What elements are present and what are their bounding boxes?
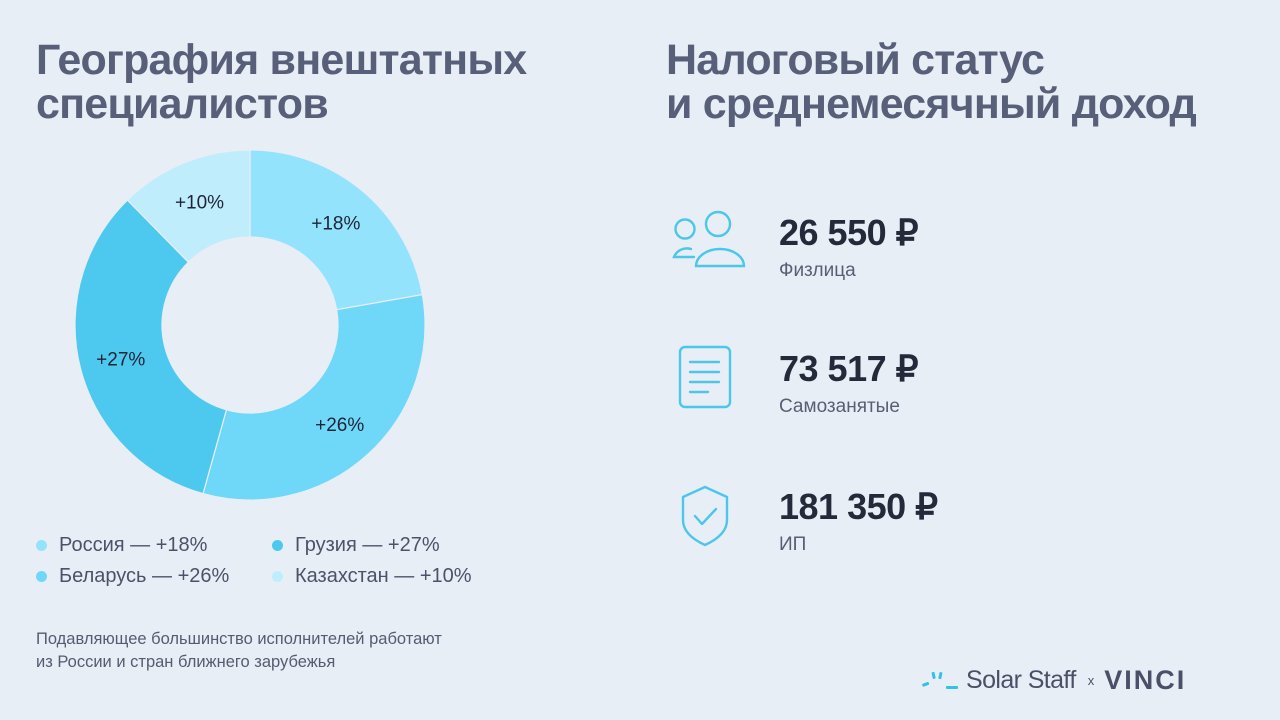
stat-individuals: 26 550 ₽ Физлица (664, 206, 1224, 296)
legend-item-georgia: Грузия — +27% (272, 534, 440, 557)
footnote-line1: Подавляющее большинство исполнителей раб… (36, 630, 442, 648)
shield-check-icon (681, 485, 729, 547)
legend-dot-russia (36, 540, 47, 551)
legend-label-kazakhstan: Казахстан — +10% (295, 565, 472, 587)
donut-slice-georgia (74, 199, 228, 495)
solar-staff-logo-icon (922, 671, 958, 689)
donut-slice-russia (249, 149, 424, 311)
donut-label-georgia: +27% (96, 349, 145, 370)
footnote-line2: из России и стран ближнего зарубежья (36, 653, 336, 671)
legend-label-georgia: Грузия — +27% (295, 534, 440, 556)
stat-value-self-employed: 73 517 ₽ (779, 348, 919, 389)
geography-donut-chart: +18% +26% +27% +10% (74, 149, 426, 501)
brand-footer: Solar Staff x VINCI (920, 664, 1186, 696)
legend-label-russia: Россия — +18% (59, 534, 208, 556)
geography-title: География внештатных специалистов (36, 38, 596, 126)
legend-dot-belarus (36, 571, 47, 582)
document-icon (678, 345, 732, 409)
legend-dot-georgia (272, 540, 283, 551)
legend-item-kazakhstan: Казахстан — +10% (272, 565, 472, 588)
legend-item-belarus: Беларусь — +26% (36, 565, 229, 588)
donut-label-russia: +18% (311, 214, 360, 235)
tax-status-title-line1: Налоговый статус (666, 36, 1045, 84)
stat-value-sole-proprietor: 181 350 ₽ (779, 486, 938, 527)
tax-status-title-line2: и среднемесячный доход (666, 80, 1197, 128)
users-icon (672, 210, 746, 268)
brand-separator: x (1087, 672, 1095, 688)
tax-status-title: Налоговый статус и среднемесячный доход (666, 38, 1266, 126)
donut-label-belarus: +26% (315, 415, 364, 436)
legend-label-belarus: Беларусь — +26% (59, 565, 230, 587)
legend-item-russia: Россия — +18% (36, 534, 207, 557)
donut-slice-kazakhstan (126, 149, 251, 264)
geography-title-line1: География внештатных (36, 36, 527, 84)
geography-title-line2: специалистов (36, 80, 329, 128)
stat-self-employed: 73 517 ₽ Самозанятые (664, 342, 1224, 432)
vinci-logo: VINCI (1104, 664, 1187, 695)
stat-label-individuals: Физлица (779, 260, 856, 281)
legend-dot-kazakhstan (272, 571, 283, 582)
donut-label-kazakhstan: +10% (175, 192, 224, 213)
stat-value-individuals: 26 550 ₽ (779, 212, 919, 253)
stat-label-self-employed: Самозанятые (779, 396, 900, 417)
footnote: Подавляющее большинство исполнителей раб… (36, 628, 556, 674)
donut-slice-belarus (202, 293, 426, 501)
solar-staff-logo-text: Solar Staff (966, 665, 1076, 694)
stat-label-sole-proprietor: ИП (779, 534, 807, 555)
stat-sole-proprietor: 181 350 ₽ ИП (664, 480, 1224, 570)
